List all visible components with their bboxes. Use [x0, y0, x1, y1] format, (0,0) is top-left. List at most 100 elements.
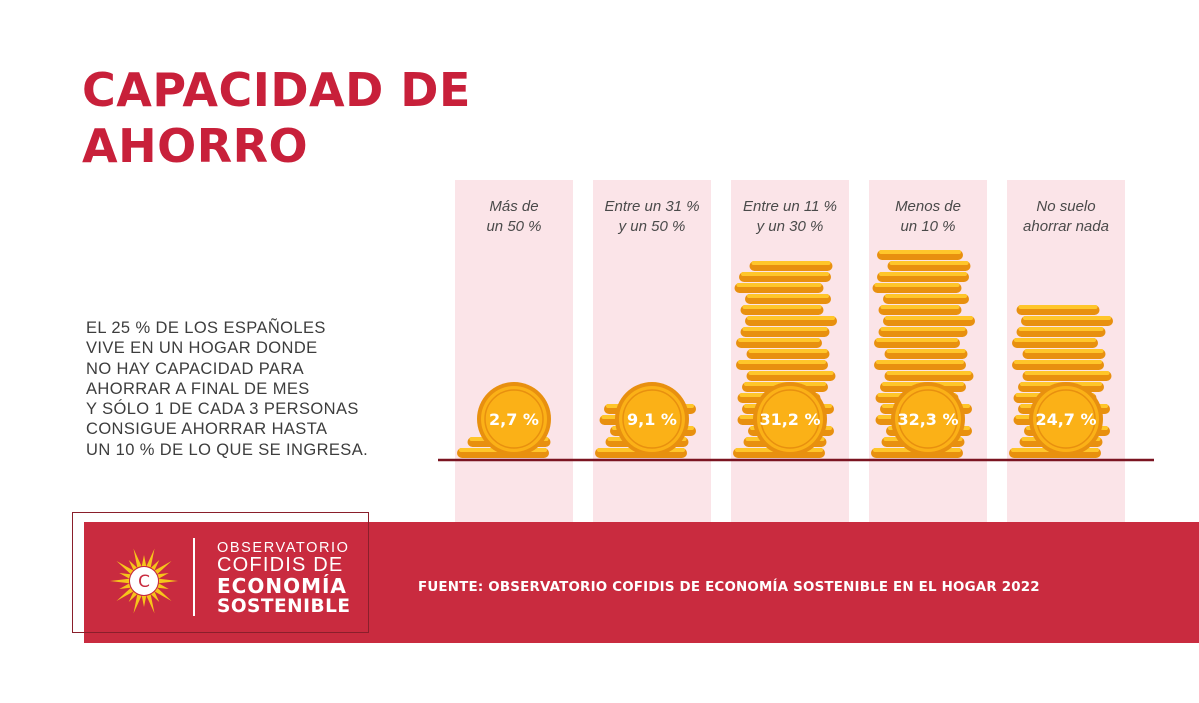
logo-divider	[193, 538, 195, 616]
stacked-coin-rim	[874, 283, 960, 287]
sun-ray	[154, 561, 172, 574]
description-line: Y SÓLO 1 DE CADA 3 PERSONAS	[86, 400, 359, 419]
sun-ray	[151, 559, 160, 571]
sun-ray	[146, 594, 155, 614]
bar-value-label: 24,7 %	[1035, 410, 1096, 429]
bar-value-label: 32,3 %	[897, 410, 958, 429]
stacked-coin-rim	[751, 261, 831, 265]
category-label: Menos de	[895, 198, 961, 215]
sun-ray	[128, 559, 137, 571]
sun-ray	[128, 591, 137, 603]
logo-frame	[72, 512, 369, 633]
sun-ray	[154, 588, 172, 601]
stacked-coin-rim	[748, 371, 834, 375]
title-line-2: AHORRO	[82, 119, 309, 173]
logo-line-1: OBSERVATORIO	[217, 540, 350, 556]
stacked-coin-rim	[1024, 371, 1110, 375]
stacked-coin-rim	[742, 327, 828, 331]
category-label: y un 50 %	[618, 218, 686, 235]
stacked-coin-rim	[876, 360, 964, 364]
stacked-coin-rim	[1018, 327, 1104, 331]
stacked-coin-rim	[1018, 305, 1098, 309]
stacked-coin-rim	[1014, 338, 1096, 342]
sun-ray	[141, 555, 147, 566]
sun-ray	[159, 578, 178, 584]
description-line: NO HAY CAPACIDAD PARA	[86, 359, 305, 378]
logo-emblem-letter: C	[138, 572, 150, 592]
description-line: EL 25 % DE LOS ESPAÑOLES	[86, 319, 326, 337]
category-label: Entre un 11 %	[743, 198, 837, 215]
logo-line-3: ECONOMÍA	[217, 574, 347, 598]
category-label: un 10 %	[900, 218, 955, 235]
bar-value-label: 31,2 %	[759, 410, 820, 429]
sun-ray	[157, 572, 169, 579]
category-label: y un 30 %	[756, 218, 824, 235]
bar-value-coin: 32,3 %	[891, 382, 965, 456]
stacked-coin-rim	[886, 349, 966, 353]
stacked-coin-rim	[738, 360, 826, 364]
column-background	[593, 180, 711, 522]
category-label: un 50 %	[486, 218, 541, 235]
bar-value-label: 2,7 %	[489, 410, 539, 429]
logo-text: OBSERVATORIO COFIDIS DE ECONOMÍA SOSTENI…	[217, 540, 351, 617]
stacked-coin-rim	[748, 349, 828, 353]
sun-ray	[146, 548, 155, 568]
stacked-coin-rim	[747, 294, 829, 298]
bar-value-coin: 9,1 %	[615, 382, 689, 456]
stacked-coin-rim	[879, 272, 967, 276]
coin-face	[757, 386, 823, 452]
stacked-coin-rim	[886, 371, 972, 375]
stacked-coin-rim	[1023, 316, 1111, 320]
sun-ray	[116, 561, 134, 574]
footer-band	[84, 522, 1199, 643]
coin-face	[481, 386, 547, 452]
description-line: VIVE EN UN HOGAR DONDE	[86, 339, 318, 358]
coin-inner-ring	[898, 389, 958, 449]
stacked-coin-rim	[880, 327, 966, 331]
page-title: CAPACIDAD DE AHORRO	[82, 62, 471, 174]
category-label: No suelo	[1036, 198, 1095, 215]
sun-ray	[110, 578, 129, 584]
category-label: Más de	[489, 198, 538, 215]
title-line-1: CAPACIDAD DE	[82, 63, 471, 117]
coin-face	[619, 386, 685, 452]
stacked-coin-rim	[747, 316, 835, 320]
stacked-coin-rim	[738, 338, 820, 342]
coin-inner-ring	[622, 389, 682, 449]
stacked-coin-rim	[880, 305, 960, 309]
logo-line-2: COFIDIS DE	[217, 554, 344, 576]
sun-logo-icon: C	[110, 548, 178, 614]
sun-ray	[133, 594, 142, 614]
description-line: AHORRAR A FINAL DE MES	[86, 379, 310, 398]
logo-line-4: SOSTENIBLE	[217, 596, 351, 617]
bar-value-coin: 2,7 %	[477, 382, 551, 456]
sun-ray	[157, 583, 169, 590]
coin-face	[895, 386, 961, 452]
stacked-coin-rim	[1014, 360, 1102, 364]
stacked-coin-rim	[736, 283, 822, 287]
column-background	[455, 180, 573, 522]
coin-inner-ring	[1036, 389, 1096, 449]
stacked-coin-rim	[885, 294, 967, 298]
stacked-coin-rim	[879, 250, 961, 254]
stacked-coin-rim	[876, 338, 958, 342]
source-note: FUENTE: OBSERVATORIO COFIDIS DE ECONOMÍA…	[418, 580, 1040, 595]
stacked-coin-rim	[742, 305, 822, 309]
stacked-coin-rim	[885, 316, 973, 320]
bar-value-coin: 31,2 %	[753, 382, 827, 456]
category-label: ahorrar nada	[1023, 218, 1109, 235]
sun-ray	[119, 583, 131, 590]
stacked-coin-rim	[1024, 349, 1104, 353]
stacked-coin-rim	[741, 272, 829, 276]
description-line: UN 10 % DE LO QUE SE INGRESA.	[86, 440, 369, 459]
sun-ray	[119, 572, 131, 579]
stacked-coin-rim	[889, 261, 969, 265]
coin-face	[1033, 386, 1099, 452]
sun-ray	[151, 591, 160, 603]
sun-ray	[116, 588, 134, 601]
category-label: Entre un 31 %	[604, 198, 699, 215]
sun-ray	[141, 596, 147, 607]
sun-ray	[133, 548, 142, 568]
bar-value-coin: 24,7 %	[1029, 382, 1103, 456]
